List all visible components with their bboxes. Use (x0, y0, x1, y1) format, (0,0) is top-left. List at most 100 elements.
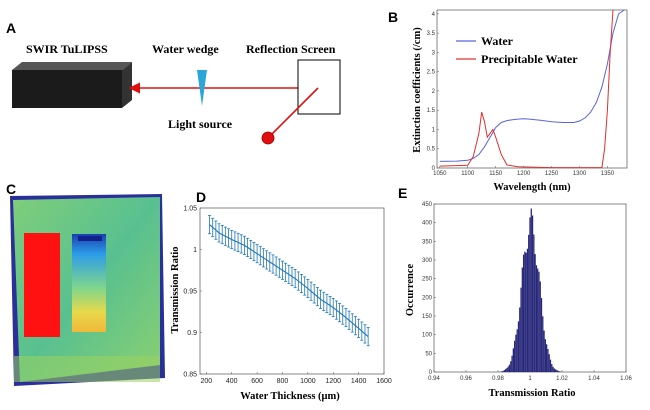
panel-e-ytick-label: 0 (429, 370, 433, 376)
light-beam-incident (271, 87, 319, 135)
panel-e-histogram-bar (535, 265, 538, 372)
panel-e-histogram-bar (553, 368, 555, 372)
panel-e-histogram-bar (510, 361, 512, 372)
panel-e-ytick-label: 150 (422, 314, 433, 320)
panel-e-xtick-label: 1.06 (620, 376, 632, 382)
panel-d-letter: D (196, 189, 206, 205)
panel-e-xtick-label: 1.04 (588, 376, 600, 382)
panel-a: A SWIR TuLIPSS Water wedge Reflection Sc… (6, 20, 341, 145)
panel-e-histogram-bar (537, 268, 539, 372)
panel-e-histogram-bar (526, 248, 529, 372)
tulipss-camera-device (12, 62, 132, 108)
panel-d-xlabel: Water Thickness (μm) (240, 391, 340, 402)
panel-b-xtick-label: 1150 (489, 171, 503, 177)
panel-d-xtick-label: 600 (251, 378, 263, 385)
panel-d-ytick-label: 0.85 (183, 372, 197, 379)
panel-e-ytick-label: 50 (425, 351, 432, 357)
panel-e-histogram-bar (534, 254, 536, 372)
panel-d-plot-frame (199, 207, 385, 375)
panel-e-histogram-bar (502, 370, 504, 372)
panel-d-ytick-label: 1 (193, 247, 197, 254)
panel-d: D 200 400 600 800 1000 1200 1400 1600 0.85 0.9 0.9… (170, 189, 392, 402)
panel-b-plot-frame (436, 9, 628, 169)
panel-b-ytick-label: 2 (432, 89, 436, 95)
panel-d-errorbars (208, 215, 370, 347)
panel-e-histogram-bar (525, 252, 527, 372)
reference-red-region (24, 233, 60, 337)
panel-e-histogram-bar (554, 369, 557, 372)
panel-e-histogram-bar (531, 215, 534, 372)
panel-d-xtick-label: 1400 (351, 378, 367, 385)
panel-d-xtick-label: 1000 (300, 378, 316, 385)
panel-e-ytick-label: 200 (422, 295, 433, 301)
panel-e-histogram-bar (512, 348, 514, 372)
panel-e-histogram-bar (517, 321, 520, 372)
panel-b-ylabel: Extinction coefficients (/cm) (412, 27, 423, 153)
panel-b-ytick-label: 1 (432, 127, 436, 133)
panel-e-histogram-bar (556, 370, 558, 372)
panel-e-ytick-label: 300 (422, 258, 433, 264)
panel-d-xtick-label: 800 (277, 378, 289, 385)
panel-e-xtick-label: 0.94 (428, 376, 440, 382)
panel-e-histogram-bar (538, 271, 540, 372)
legend-precip-label: Precipitable Water (481, 52, 578, 66)
legend-water-label: Water (481, 34, 514, 48)
panel-b-xtick-label: 1200 (517, 171, 531, 177)
panel-e-histogram-bar (543, 330, 545, 372)
panel-e-ylabel: Occurrence (405, 264, 416, 317)
panel-a-letter: A (6, 20, 16, 36)
panel-b-series-precip-line (439, 9, 614, 169)
panel-e-histogram-bar (516, 329, 518, 372)
panel-e-histogram-bar (546, 344, 548, 372)
panel-b-letter: B (388, 9, 398, 25)
panel-d-xtick-label: 400 (226, 378, 238, 385)
panel-e-histogram-bar (515, 334, 517, 372)
panel-b-ytick-label: 0.5 (427, 147, 436, 153)
panel-e-histogram-bar (520, 287, 522, 372)
panel-b-xtick-label: 1350 (601, 171, 615, 177)
panel-d-ytick-label: 0.95 (183, 289, 197, 296)
panel-e-histogram-bar (507, 366, 509, 372)
panel-e-letter: E (398, 185, 407, 201)
panel-b-ytick-label: 2.5 (427, 70, 436, 76)
screen-label: Reflection Screen (246, 42, 336, 56)
panel-e-histogram-bar (506, 367, 508, 372)
panel-b-xtick-label: 1250 (545, 171, 559, 177)
panel-e-histogram-bar (533, 234, 535, 372)
panel-b-xtick-label: 1300 (573, 171, 587, 177)
panel-e-xtick-label: 0.96 (460, 376, 472, 382)
panel-e-histogram-bar (540, 298, 543, 372)
water-wedge-region (72, 234, 106, 332)
panel-d-ticks: 200 400 600 800 1000 1200 1400 1600 0.85 0.9 0.95 1… (183, 206, 392, 386)
panel-b-lines (439, 9, 625, 169)
panel-e-histogram-bar (511, 355, 513, 372)
panel-e-xlabel: Transmission Ratio (488, 388, 575, 399)
panel-e-histogram-bar (547, 348, 549, 372)
panel-d-xtick-label: 1600 (376, 378, 392, 385)
device-label: SWIR TuLIPSS (26, 42, 108, 56)
panel-e-histogram (499, 208, 562, 372)
reflection-screen (297, 59, 341, 115)
panel-e-histogram-bar (542, 316, 544, 372)
panel-e-xtick-label: 1.02 (556, 376, 568, 382)
panel-e-histogram-bar (519, 307, 521, 372)
panel-e-xtick-label: 1 (528, 376, 532, 382)
panel-d-ylabel: Transmission Ratio (170, 246, 181, 333)
panel-d-ytick-label: 1.05 (183, 206, 197, 213)
panel-e: E 0.94 0.96 0.98 1 1.02 1.04 1.06 0 50 100 150 200 2… (398, 185, 632, 399)
panel-b-ytick-label: 3 (432, 50, 436, 56)
panel-e-histogram-bar (549, 359, 552, 372)
panel-b-xtick-label: 1100 (461, 171, 475, 177)
panel-b-xtick-label: 1050 (433, 171, 447, 177)
panel-b-ytick-label: 4 (432, 12, 436, 18)
panel-e-histogram-bar (529, 217, 531, 372)
panel-e-histogram-bar (548, 354, 550, 372)
panel-b-series-water-line (439, 9, 625, 162)
panel-e-histogram-bar (505, 369, 507, 372)
panel-b-xlabel: Wavelength (nm) (493, 182, 571, 193)
panel-e-histogram-bar (524, 251, 526, 372)
panel-e-histogram-bar (521, 267, 523, 372)
panel-e-histogram-bar (503, 370, 506, 372)
light-source-dot (261, 131, 275, 145)
